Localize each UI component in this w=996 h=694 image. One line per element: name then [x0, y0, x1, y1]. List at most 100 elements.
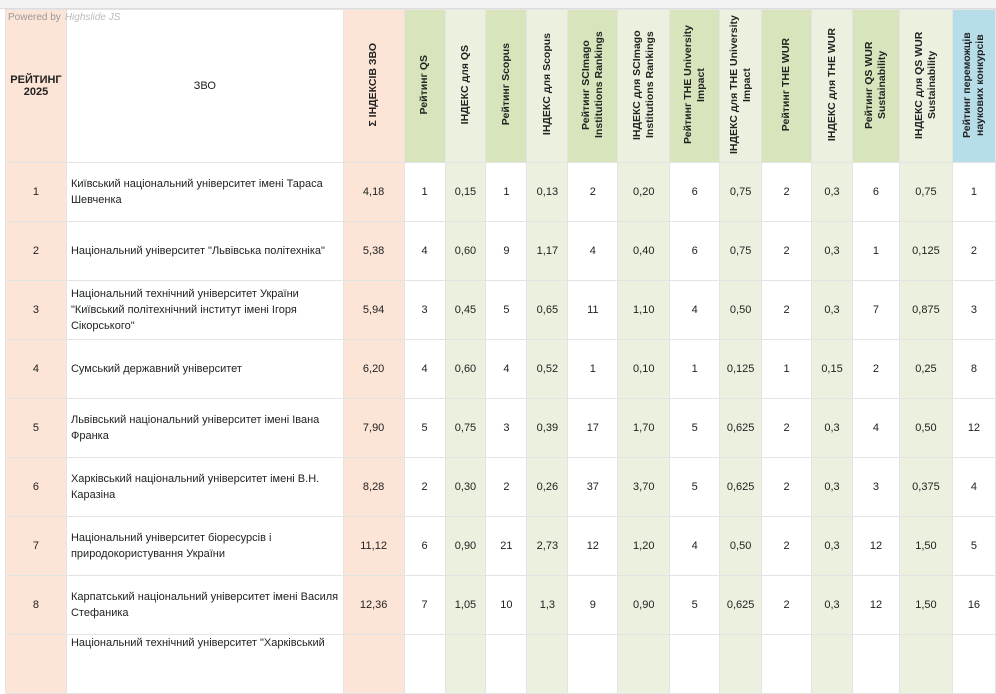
cell-index-sum: 4,18 [342, 162, 405, 222]
cell-the-impact-rank: 5 [669, 457, 721, 517]
cell-the-wur-index: 0,3 [811, 398, 853, 458]
cell-the-wur-rank: 2 [761, 457, 813, 517]
table-row[interactable]: Національний технічний університет "Харк… [5, 634, 996, 694]
cell-rank: 2 [5, 221, 67, 281]
cell-university: Сумський державний університет [65, 339, 344, 399]
header-the-wur-index[interactable]: ІНДЕКС для THE WUR [811, 9, 853, 163]
cell-scimago-rank: 4 [567, 221, 619, 281]
cell-scimago-rank: 9 [567, 575, 619, 635]
cell-qs-sust-index: 1,50 [898, 575, 953, 635]
cell-qs-index: 0,75 [444, 398, 487, 458]
header-label: ІНДЕКС для THE University Impact [727, 15, 753, 154]
cell-university: Карпатський національний університет іме… [65, 575, 344, 635]
table-row[interactable]: 6 Харківський національний університет ім… [5, 457, 996, 517]
cell-qs-sust-rank: 12 [852, 575, 900, 635]
cell-qs-index: 0,45 [444, 280, 487, 340]
cell-rank: 1 [5, 162, 67, 222]
cell-contest-rank: 16 [951, 575, 996, 635]
header-the-impact-rank[interactable]: Рейтинг THE University Impact [669, 9, 721, 163]
table-row[interactable]: 3 Національний технічний університет Укра… [5, 280, 996, 340]
header-label: ІНДЕКС для Scopus [540, 33, 553, 136]
header-qs-sust-rank[interactable]: Рейтинг QS WUR Sustainability [852, 9, 900, 163]
cell-the-impact-index: 0,625 [719, 398, 763, 458]
header-rank[interactable]: РЕЙТИНГ 2025 [5, 9, 67, 163]
header-label: Рейтинг SCImago Institutions Rankings [579, 31, 605, 138]
cell-scimago-rank: 2 [567, 162, 619, 222]
cell-qs-sust-rank: 1 [852, 221, 900, 281]
cell-scopus-index: 0,26 [526, 457, 569, 517]
cell-rank: 3 [5, 280, 67, 340]
cell-scimago-index: 0,20 [617, 162, 671, 222]
table-row[interactable]: 8 Карпатський національний університет ім… [5, 575, 996, 635]
table-row[interactable]: 1 Київський національний університет імен… [5, 162, 996, 222]
header-the-impact-index[interactable]: ІНДЕКС для THE University Impact [719, 9, 763, 163]
cell-the-impact-index: 0,75 [719, 162, 763, 222]
header-qs-rank[interactable]: Рейтинг QS [403, 9, 446, 163]
cell-scimago-index: 1,70 [617, 398, 671, 458]
header-qs-sust-index[interactable]: ІНДЕКС для QS WUR Sustainability [898, 9, 953, 163]
cell-qs-index: 0,15 [444, 162, 487, 222]
cell-the-wur-rank: 2 [761, 162, 813, 222]
cell-the-impact-index: 0,75 [719, 221, 763, 281]
cell-scopus-rank: 3 [485, 398, 528, 458]
cell-university: Київський національний університет імені… [65, 162, 344, 222]
cell-qs-rank: 2 [403, 457, 446, 517]
cell-scimago-index: 1,20 [617, 516, 671, 576]
cell-the-impact-index: 0,125 [719, 339, 763, 399]
header-university[interactable]: ЗВО [65, 9, 344, 163]
cell-scimago-rank: 37 [567, 457, 619, 517]
cell-rank: 5 [5, 398, 67, 458]
header-contest-rank[interactable]: Рейтинг переможців наукових конкурсів [951, 9, 996, 163]
cell-scimago-rank: 12 [567, 516, 619, 576]
header-index-sum[interactable]: Σ ІНДЕКСІВ ЗВО [342, 9, 405, 163]
cell-qs-sust-rank: 4 [852, 398, 900, 458]
header-scopus-rank[interactable]: Рейтинг Scopus [485, 9, 528, 163]
cell-contest-rank: 5 [951, 516, 996, 576]
cell-index-sum: 5,94 [342, 280, 405, 340]
cell-the-impact-rank: 5 [669, 575, 721, 635]
table-row[interactable]: 5 Львівський національний університет іме… [5, 398, 996, 458]
cell-index-sum [342, 634, 405, 694]
table-row[interactable]: 7 Національний університет біоресурсів і … [5, 516, 996, 576]
cell-qs-rank [403, 634, 446, 694]
cell-qs-sust-index: 0,50 [898, 398, 953, 458]
header-scopus-index[interactable]: ІНДЕКС для Scopus [526, 9, 569, 163]
header-qs-index[interactable]: ІНДЕКС для QS [444, 9, 487, 163]
cell-the-wur-index: 0,3 [811, 575, 853, 635]
cell-scopus-rank: 10 [485, 575, 528, 635]
ranking-table: РЕЙТИНГ 2025 ЗВО Σ ІНДЕКСІВ ЗВО Рейтинг QS І… [5, 9, 996, 694]
cell-index-sum: 7,90 [342, 398, 405, 458]
table-row[interactable]: 4 Сумський державний університет 6,20 4 0,60… [5, 339, 996, 399]
cell-university: Львівський національний університет імен… [65, 398, 344, 458]
header-the-wur-rank[interactable]: Рейтинг THE WUR [761, 9, 813, 163]
cell-qs-sust-index: 0,75 [898, 162, 953, 222]
cell-rank: 7 [5, 516, 67, 576]
cell-qs-index [444, 634, 487, 694]
cell-the-wur-rank [761, 634, 813, 694]
header-scimago-rank[interactable]: Рейтинг SCImago Institutions Rankings [567, 9, 619, 163]
cell-scopus-index: 2,73 [526, 516, 569, 576]
cell-scopus-index: 0,65 [526, 280, 569, 340]
cell-the-impact-rank: 1 [669, 339, 721, 399]
cell-university: Національний технічний університет "Харк… [65, 634, 344, 694]
powered-by[interactable]: Powered by Highslide JS [8, 12, 120, 23]
header-scimago-index[interactable]: ІНДЕКС для SCImago Institutions Rankings [617, 9, 671, 163]
table-row[interactable]: 2 Національний університет "Львівська пол… [5, 221, 996, 281]
header-label: Σ ІНДЕКСІВ ЗВО [367, 42, 380, 127]
cell-the-wur-index: 0,3 [811, 457, 853, 517]
cell-scimago-index: 0,90 [617, 575, 671, 635]
top-scrollbar[interactable] [0, 0, 996, 9]
cell-scopus-rank: 9 [485, 221, 528, 281]
cell-university: Харківський національний університет іме… [65, 457, 344, 517]
cell-contest-rank: 12 [951, 398, 996, 458]
powered-by-brand[interactable]: Highslide JS [64, 12, 121, 23]
cell-qs-sust-index: 0,375 [898, 457, 953, 517]
header-label: Рейтинг переможців наукових конкурсів [960, 31, 986, 138]
cell-qs-rank: 4 [403, 339, 446, 399]
header-label: Рейтинг QS WUR Sustainability [862, 40, 888, 129]
cell-qs-sust-rank: 3 [852, 457, 900, 517]
cell-contest-rank: 4 [951, 457, 996, 517]
cell-contest-rank: 2 [951, 221, 996, 281]
cell-contest-rank [951, 634, 996, 694]
cell-qs-sust-rank: 12 [852, 516, 900, 576]
